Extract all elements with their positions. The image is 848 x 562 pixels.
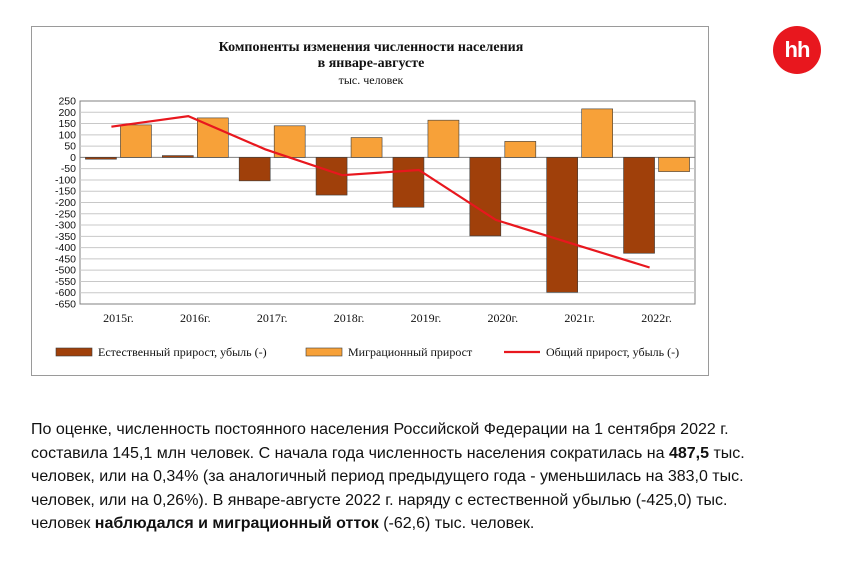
x-tick-label: 2015г. [103, 311, 134, 325]
migration-bar [504, 141, 537, 158]
x-tick-label: 2019г. [411, 311, 442, 325]
natural-growth-bar [623, 157, 655, 254]
y-tick-label: -100 [55, 174, 76, 186]
migration-bar [427, 119, 460, 158]
y-tick-label: 0 [70, 152, 76, 164]
description-text: По оценке, численность постоянного насел… [31, 418, 751, 536]
migration-bar [581, 108, 613, 158]
legend-natural-growth-swatch [55, 347, 93, 357]
natural-growth-bar [162, 155, 194, 158]
chart-unit: тыс. человек [339, 73, 404, 87]
x-tick-label: 2020г. [488, 311, 519, 325]
y-tick-label: -50 [61, 163, 76, 175]
description-part-3: тыс. человек, или на 0,34% (за аналогичн… [31, 444, 745, 533]
y-tick-label: -200 [55, 197, 76, 209]
chart: Компоненты изменения численности населен… [55, 40, 696, 359]
description-bold-phrase: наблюдался и миграционный отток [94, 515, 379, 532]
y-tick-label: -300 [55, 220, 76, 232]
migration-bar [273, 125, 306, 158]
migration-bar [197, 117, 229, 158]
natural-growth-bar [469, 157, 502, 237]
y-tick-label: -550 [55, 276, 76, 288]
description-bold-value: 487,5 [668, 444, 710, 462]
y-tick-label: 200 [58, 107, 76, 119]
description-part-1: По оценке, численность постоянного насел… [31, 421, 729, 462]
y-tick-label: -650 [55, 299, 76, 311]
y-axis-ticks: 250200150100500-50-100-150-200-250-300-3… [55, 96, 76, 311]
x-axis-ticks: 2015г. 2016г. 2017г. 2018г. 2019г. 2020г. 2021… [103, 311, 672, 325]
migration-bar [658, 157, 690, 172]
migration-bar [120, 124, 152, 158]
legend: Естественный прирост, убыль (-) Миграцион… [55, 345, 679, 359]
y-tick-label: 250 [58, 96, 76, 108]
legend-migration-label: Миграционный прирост [348, 345, 473, 359]
chart-title-line1: Компоненты изменения численности населен… [219, 40, 524, 55]
y-tick-label: -600 [55, 287, 76, 299]
x-tick-label: 2022г. [641, 311, 672, 325]
chart-frame: Компоненты изменения численности населен… [31, 26, 709, 376]
y-tick-label: -350 [55, 231, 76, 243]
y-tick-label: -150 [55, 186, 76, 198]
y-tick-label: -500 [55, 265, 76, 277]
x-tick-label: 2018г. [334, 311, 365, 325]
y-tick-label: 150 [58, 118, 76, 130]
x-tick-label: 2017г. [257, 311, 288, 325]
y-tick-label: 100 [58, 129, 76, 141]
y-tick-label: 50 [64, 141, 76, 153]
total-line [111, 114, 650, 269]
x-tick-label: 2021г. [564, 311, 595, 325]
x-tick-label: 2016г. [180, 311, 211, 325]
natural-growth-bar [392, 157, 425, 208]
y-tick-label: -400 [55, 242, 76, 254]
natural-growth-bar [546, 157, 578, 293]
y-tick-label: -250 [55, 208, 76, 220]
hh-logo: hh [773, 26, 821, 74]
legend-total-label: Общий прирост, убыль (-) [546, 345, 679, 359]
natural-growth-bar [85, 157, 117, 160]
description-part-5: (-62,6) тыс. человек. [378, 515, 535, 532]
bars [85, 108, 690, 293]
migration-bar [350, 137, 383, 158]
total-growth-line [111, 114, 650, 269]
legend-natural-growth-label: Естественный прирост, убыль (-) [98, 345, 267, 359]
natural-growth-bar [238, 157, 271, 182]
chart-title-line2: в январе-августе [318, 56, 425, 71]
legend-migration-swatch [305, 347, 343, 357]
y-tick-label: -450 [55, 253, 76, 265]
